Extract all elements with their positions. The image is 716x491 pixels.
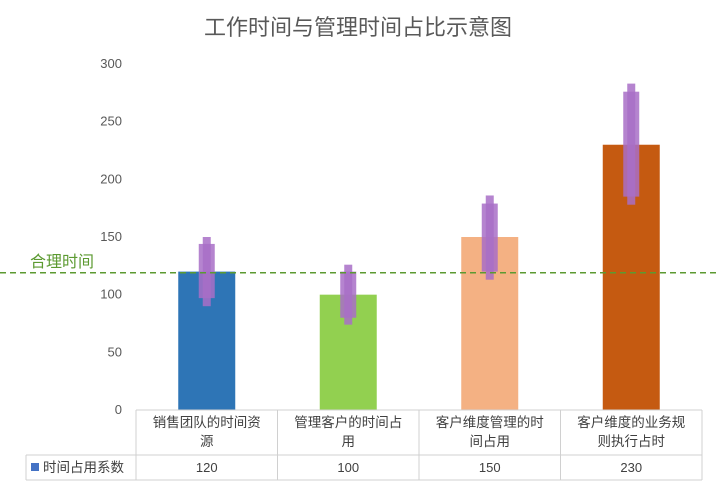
category-label: 客户维度的业务规则执行占时	[577, 414, 685, 450]
range-marker-inner	[340, 271, 357, 318]
range-marker-inner	[198, 243, 215, 299]
bar-series	[178, 144, 660, 410]
range-marker-inner	[623, 91, 640, 197]
y-tick-label: 250	[100, 114, 122, 129]
y-tick-label: 0	[115, 402, 122, 417]
range-marker-inner	[481, 203, 498, 272]
category-label: 管理客户的时间占用	[294, 414, 402, 450]
y-tick-label: 150	[100, 229, 122, 244]
table-value-cell: 230	[620, 460, 642, 475]
table-value-cell: 120	[196, 460, 218, 475]
category-label: 销售团队的时间资源	[153, 415, 261, 450]
y-tick-label: 100	[100, 287, 122, 302]
table-value-cell: 100	[337, 460, 359, 475]
range-markers	[198, 83, 640, 325]
legend-label: 时间占用系数	[43, 460, 124, 476]
table-value-cell: 150	[479, 460, 501, 475]
category-label: 客户维度管理的时间占用	[436, 414, 544, 450]
chart-title: 工作时间与管理时间占比示意图	[204, 16, 512, 41]
y-tick-label: 300	[100, 56, 122, 71]
y-tick-label: 200	[100, 171, 122, 186]
y-axis: 0 50 100 150 200 250 300	[100, 56, 122, 417]
reference-line-label: 合理时间	[30, 252, 94, 271]
data-table: 销售团队的时间资源 120 管理客户的时间占用 100 客户维度管理的时间占用 150 客户…	[25, 409, 703, 481]
y-tick-label: 50	[108, 344, 122, 359]
legend-swatch	[31, 463, 39, 471]
